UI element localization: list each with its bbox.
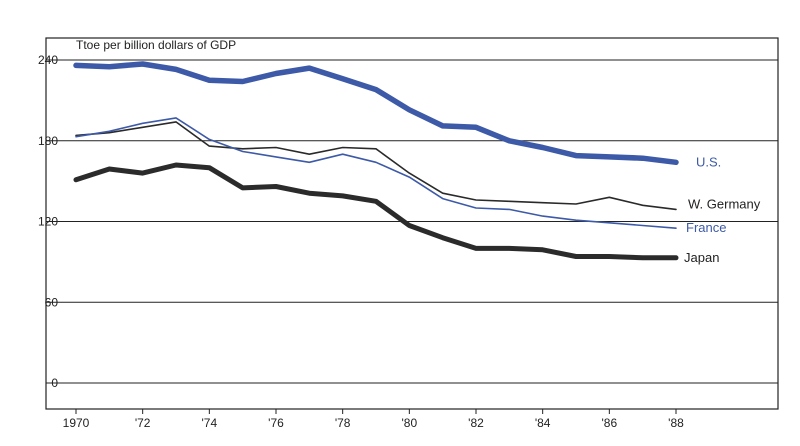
x-tick-label: '76 — [268, 416, 284, 430]
series-label-u-s: U.S. — [696, 154, 721, 169]
gridlines — [46, 59, 778, 384]
y-tick-label: 120 — [38, 215, 58, 229]
y-tick-labels: 0 60 120 180 240 — [38, 53, 58, 390]
x-tick-label: '78 — [335, 416, 351, 430]
plot-frame — [45, 37, 779, 410]
x-tick-label: '82 — [468, 416, 484, 430]
series-line-france — [75, 117, 677, 229]
x-tick-label: 1970 — [63, 416, 90, 430]
x-tick-label: '84 — [535, 416, 551, 430]
series-label-france: France — [686, 220, 726, 235]
series-label-w-germany: W. Germany — [688, 196, 761, 211]
y-tick-label: 0 — [51, 376, 58, 390]
series-lines — [73, 61, 679, 261]
x-tick-label: '88 — [668, 416, 684, 430]
y-axis-label: Ttoe per billion dollars of GDP — [76, 38, 236, 52]
y-tick-label: 240 — [38, 53, 58, 67]
x-tick-label: '86 — [602, 416, 618, 430]
x-tick-label: '74 — [202, 416, 218, 430]
series-line-japan — [73, 162, 679, 261]
series-label-japan: Japan — [684, 250, 719, 265]
x-tick-label: '80 — [402, 416, 418, 430]
series-line-w-germany — [75, 121, 677, 211]
y-tick-label: 60 — [45, 295, 59, 309]
x-tick-label: '72 — [135, 416, 151, 430]
y-tick-label: 180 — [38, 134, 58, 148]
x-tick-labels: 1970 '72 '74 '76 '78 '80 '82 '84 '86 '88 — [63, 409, 684, 430]
series-line-u-s — [73, 61, 679, 166]
series-labels: U.S. W. Germany France Japan — [684, 154, 761, 265]
